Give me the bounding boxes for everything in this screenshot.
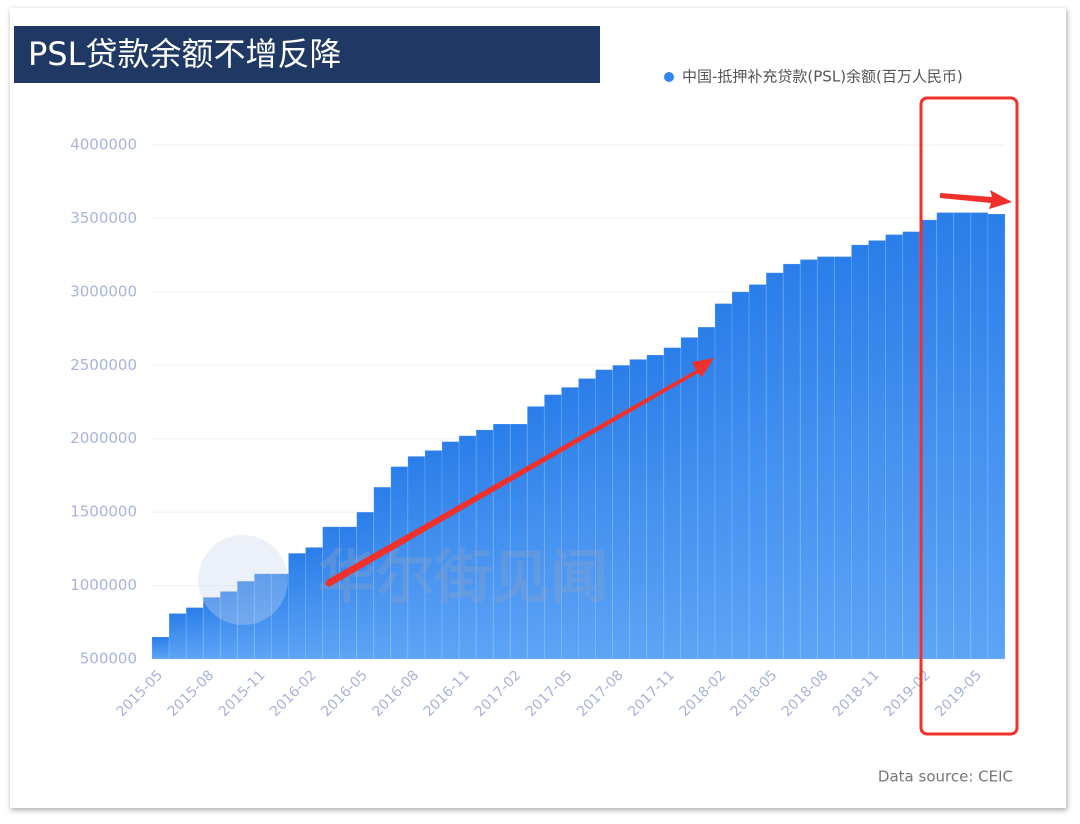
bar bbox=[731, 291, 750, 660]
bar bbox=[748, 284, 767, 660]
bar bbox=[782, 263, 801, 660]
y-tick-label: 500000 bbox=[80, 650, 137, 668]
bar bbox=[714, 303, 733, 660]
bar bbox=[509, 423, 528, 660]
legend-marker bbox=[664, 72, 674, 82]
bar bbox=[680, 336, 699, 660]
bar bbox=[868, 239, 887, 660]
bar bbox=[799, 259, 818, 660]
flat-arrow bbox=[940, 190, 1012, 209]
y-tick-label: 2500000 bbox=[70, 356, 137, 374]
bar bbox=[595, 369, 614, 660]
bar bbox=[936, 212, 955, 660]
bar bbox=[526, 405, 545, 660]
bar bbox=[492, 423, 511, 660]
chart-title: PSL贷款余额不增反降 bbox=[28, 35, 341, 73]
bar bbox=[287, 552, 307, 660]
bar bbox=[953, 212, 972, 660]
title-box bbox=[14, 26, 600, 83]
bar bbox=[816, 256, 835, 660]
bar bbox=[202, 596, 221, 660]
bar bbox=[543, 394, 562, 660]
y-tick-label: 4000000 bbox=[70, 136, 137, 154]
bar bbox=[902, 231, 921, 660]
bar bbox=[168, 612, 187, 660]
bar bbox=[765, 272, 784, 660]
bar bbox=[578, 378, 597, 660]
y-tick-label: 1500000 bbox=[70, 503, 137, 521]
y-tick-label: 3000000 bbox=[70, 282, 137, 300]
bar bbox=[185, 607, 204, 660]
source: Data source: CEIC bbox=[878, 768, 1013, 786]
highlight-box bbox=[919, 96, 1019, 736]
bar bbox=[970, 212, 989, 660]
bar bbox=[987, 213, 1006, 660]
watermark-logo bbox=[198, 535, 288, 625]
bar bbox=[885, 234, 904, 660]
watermark: 华尔街见闻 bbox=[318, 543, 608, 611]
y-tick-label: 3500000 bbox=[70, 209, 137, 227]
bar bbox=[151, 636, 170, 660]
bar bbox=[458, 435, 477, 660]
bar bbox=[560, 386, 580, 660]
trend-arrow bbox=[325, 358, 714, 587]
bar bbox=[850, 244, 870, 660]
y-tick-label: 1000000 bbox=[70, 576, 137, 594]
bar bbox=[697, 326, 716, 660]
bar bbox=[663, 347, 682, 660]
y-tick-label: 2000000 bbox=[70, 429, 137, 447]
legend-label: 中国-抵押补充贷款(PSL)余额(百万人民币) bbox=[682, 68, 963, 86]
bar bbox=[833, 256, 852, 660]
